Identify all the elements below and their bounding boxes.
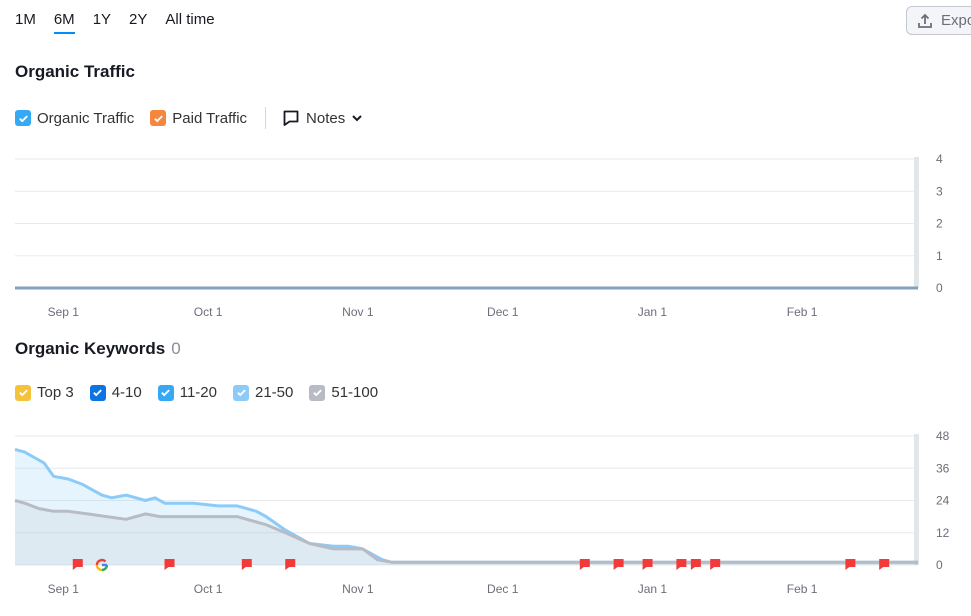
legend-label: 51-100	[331, 384, 379, 401]
x-tick-label: Feb 1	[787, 305, 818, 319]
series-area-51-100	[15, 500, 918, 565]
keywords-legend-top-3[interactable]: Top 3	[15, 384, 74, 401]
keywords-legend-51-100[interactable]: 51-100	[309, 384, 378, 401]
checkbox-checked-icon	[150, 110, 167, 126]
x-tick-label: Sep 1	[48, 305, 80, 319]
range-tab-1m[interactable]: 1M	[15, 11, 36, 28]
x-tick-label: Jan 1	[638, 305, 668, 319]
checkbox-checked-icon	[15, 384, 31, 401]
upload-icon	[918, 13, 932, 28]
note-flag-icon[interactable]	[845, 559, 856, 570]
keywords-count: 0	[171, 339, 181, 358]
note-flag-icon[interactable]	[241, 559, 252, 570]
x-tick-label: Jan 1	[638, 582, 668, 596]
y-tick-label: 2	[936, 217, 943, 231]
google-update-icon[interactable]	[95, 558, 109, 572]
y-tick-label: 12	[936, 526, 950, 540]
x-tick-label: Dec 1	[487, 582, 519, 596]
note-flag-icon[interactable]	[642, 559, 653, 570]
y-tick-label: 36	[936, 461, 950, 475]
keywords-legend-21-50[interactable]: 21-50	[233, 384, 293, 401]
organic-traffic-title: Organic Traffic	[15, 62, 135, 82]
legend-label: Paid Traffic	[172, 109, 248, 127]
x-tick-label: Oct 1	[194, 305, 223, 319]
series-line-51-100	[14, 499, 918, 564]
checkbox-checked-icon	[157, 384, 174, 401]
y-tick-label: 3	[936, 184, 943, 198]
note-flag-icon[interactable]	[690, 559, 701, 570]
organic-keywords-chart: 0 12 24 36 48 Sep 1 Oct 1 Nov 1 Dec 1 Jan 1 Feb 1	[14, 429, 950, 596]
x-tick-label: Feb 1	[787, 582, 818, 596]
date-range-selector: 1M 6M 1Y 2Y All time	[15, 11, 233, 34]
y-tick-label: 1	[936, 249, 943, 263]
chevron-down-icon	[352, 115, 362, 122]
organic-traffic-chart: 0 1 2 3 4 Sep 1 Oct 1 Nov 1 Dec 1 Jan 1 Feb 1	[15, 152, 943, 319]
keywords-legend-11-20[interactable]: 11-20	[157, 384, 217, 401]
checkbox-checked-icon	[233, 384, 249, 401]
legend-divider	[265, 107, 267, 129]
y-tick-label: 24	[936, 494, 950, 508]
y-tick-label: 0	[936, 281, 943, 295]
note-flag-icon[interactable]	[72, 559, 83, 570]
series-line-21-50	[14, 447, 918, 564]
keywords-legend-4-10[interactable]: 4-10	[89, 384, 142, 401]
legend-label: 11-20	[179, 384, 217, 401]
export-button[interactable]: Expo	[906, 6, 971, 35]
legend-label: 4-10	[111, 384, 142, 401]
y-tick-label: 4	[936, 152, 943, 166]
organic-traffic-title-text: Organic Traffic	[15, 62, 135, 81]
x-tick-label: Dec 1	[487, 305, 519, 319]
chart-range-handle[interactable]	[914, 434, 919, 565]
range-tab-6m[interactable]: 6M	[53, 11, 75, 34]
range-tab-all-time[interactable]: All time	[165, 11, 215, 28]
legend-label: 21-50	[255, 384, 294, 401]
organic-keywords-title-text: Organic Keywords	[15, 339, 166, 358]
legend-label: Organic Traffic	[37, 109, 135, 127]
range-tab-1y[interactable]: 1Y	[92, 11, 112, 28]
legend-label: Top 3	[37, 384, 74, 401]
note-flag-icon[interactable]	[164, 559, 175, 570]
note-flag-icon[interactable]	[879, 559, 890, 570]
checkbox-checked-icon	[15, 110, 31, 126]
note-flag-icon[interactable]	[285, 559, 296, 570]
notes-icon	[283, 110, 299, 126]
export-label: Expo	[941, 12, 971, 29]
note-flag-icon[interactable]	[579, 559, 590, 570]
checkbox-checked-icon	[309, 384, 326, 401]
checkbox-checked-icon	[89, 384, 106, 401]
notes-label: Notes	[306, 109, 346, 127]
traffic-legend-paid-traffic[interactable]: Paid Traffic	[150, 110, 247, 127]
series-area-21-50	[15, 449, 918, 565]
notes-dropdown[interactable]: Notes	[282, 109, 363, 127]
traffic-legend: Organic Traffic Paid Traffic Notes	[15, 107, 363, 129]
range-tab-2y[interactable]: 2Y	[129, 11, 148, 28]
y-tick-label: 48	[936, 429, 950, 443]
chart-range-handle[interactable]	[914, 157, 919, 288]
note-flag-icon[interactable]	[676, 559, 687, 570]
x-tick-label: Sep 1	[48, 582, 80, 596]
x-tick-label: Nov 1	[342, 305, 374, 319]
traffic-legend-organic-traffic[interactable]: Organic Traffic	[15, 110, 134, 127]
y-tick-label: 0	[936, 558, 943, 572]
organic-keywords-title: Organic Keywords 0	[15, 339, 181, 359]
keywords-legend: Top 3 4-10 11-20 21-50 51-100	[15, 384, 394, 401]
x-tick-label: Nov 1	[342, 582, 374, 596]
note-flag-icon[interactable]	[613, 559, 624, 570]
note-flag-icon[interactable]	[710, 559, 721, 570]
x-tick-label: Oct 1	[194, 582, 223, 596]
